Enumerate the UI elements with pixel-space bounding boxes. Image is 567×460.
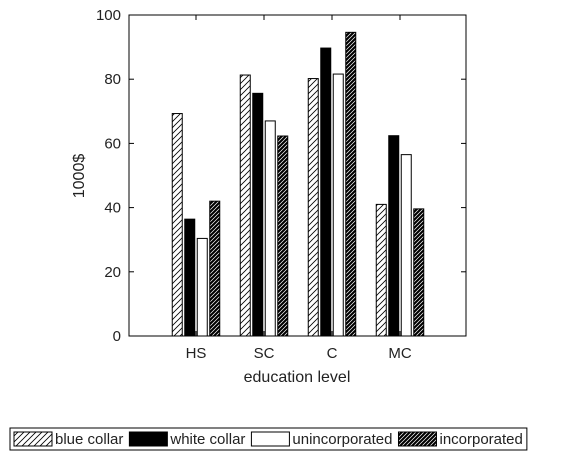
bar-blue-collar-C: [307, 78, 319, 337]
bar-blue-collar-MC: [375, 203, 387, 337]
bar-unincorporated-SC: [264, 120, 276, 337]
bar-unincorporated-MC: [400, 154, 412, 337]
legend-label: incorporated: [439, 431, 522, 448]
x-tick-label: MC: [388, 345, 411, 362]
bar-blue-collar-HS: [171, 113, 183, 337]
bar-blue-collar-SC: [239, 74, 251, 337]
x-axis-label: education level: [244, 369, 351, 386]
x-axis: HS SC C MC: [186, 15, 412, 362]
bar-white-collar-C: [320, 47, 332, 337]
plot-frame: [128, 14, 467, 337]
bar-white-collar-SC: [252, 92, 264, 337]
y-tick-label: 20: [104, 264, 121, 281]
bar-incorporated-HS: [209, 200, 221, 337]
bar-white-collar-MC: [388, 135, 400, 337]
y-tick-label: 100: [96, 7, 121, 24]
bar-incorporated-MC: [413, 208, 425, 337]
legend-swatch: [13, 431, 53, 447]
legend-swatch: [397, 431, 437, 447]
y-axis: 0 20 40 60 80 100: [96, 7, 466, 345]
x-tick-label: SC: [254, 345, 275, 362]
y-tick-label: 0: [113, 328, 121, 345]
legend-label: blue collar: [55, 431, 123, 448]
legend-swatch: [250, 431, 290, 447]
x-tick-label: C: [327, 345, 338, 362]
y-tick-label: 60: [104, 135, 121, 152]
legend-label: white collar: [169, 431, 245, 448]
y-tick-label: 40: [104, 200, 121, 217]
x-tick-label: HS: [186, 345, 207, 362]
y-tick-label: 80: [104, 71, 121, 88]
bar-incorporated-SC: [277, 135, 289, 337]
bars-group: [171, 31, 425, 337]
legend-swatch: [128, 431, 168, 447]
legend: blue collar white collar unincorporated inc…: [9, 427, 528, 451]
y-axis-label: 1000$: [71, 154, 88, 199]
bar-incorporated-C: [345, 31, 357, 337]
legend-label: unincorporated: [292, 431, 392, 448]
bar-unincorporated-C: [332, 73, 344, 337]
bar-unincorporated-HS: [196, 237, 208, 337]
bar-white-collar-HS: [184, 218, 196, 337]
